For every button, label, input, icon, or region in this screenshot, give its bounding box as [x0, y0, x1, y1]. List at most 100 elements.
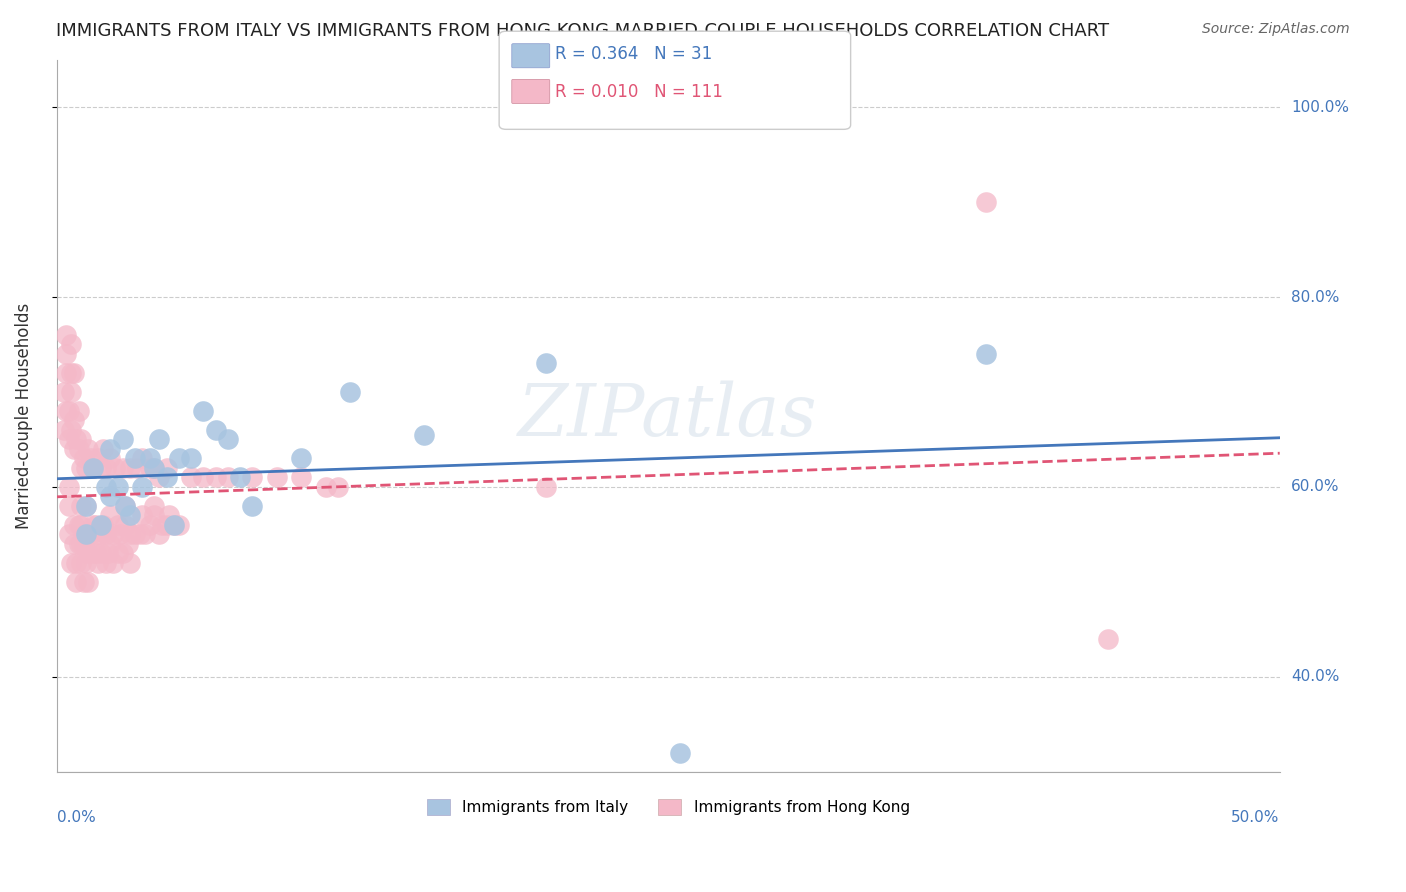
Point: [156, 470, 179, 484]
Point: [266, 470, 288, 484]
Point: [65, 556, 87, 570]
Point: [138, 517, 160, 532]
Point: [72, 451, 94, 466]
Point: [118, 508, 141, 523]
Point: [117, 537, 139, 551]
Point: [94, 556, 117, 570]
Point: [55, 404, 77, 418]
Point: [111, 461, 134, 475]
Point: [60, 556, 83, 570]
Text: 80.0%: 80.0%: [1291, 290, 1339, 304]
Point: [72, 537, 94, 551]
Point: [87, 556, 110, 570]
Point: [180, 451, 202, 466]
Point: [60, 384, 83, 399]
Point: [111, 433, 134, 447]
Point: [90, 461, 112, 475]
Point: [97, 546, 120, 560]
Point: [77, 546, 100, 560]
Point: [94, 480, 117, 494]
Point: [58, 527, 80, 541]
Point: [75, 556, 97, 570]
Point: [114, 499, 136, 513]
Point: [91, 517, 114, 532]
Text: 60.0%: 60.0%: [1291, 479, 1340, 494]
Point: [204, 423, 226, 437]
Point: [107, 517, 129, 532]
Point: [143, 461, 166, 475]
Point: [412, 427, 434, 442]
Point: [180, 470, 202, 484]
Point: [326, 480, 349, 494]
Point: [111, 546, 134, 560]
Point: [94, 527, 117, 541]
Point: [974, 195, 997, 210]
Text: R = 0.364   N = 31: R = 0.364 N = 31: [555, 45, 713, 62]
Point: [67, 404, 90, 418]
Point: [62, 366, 84, 380]
Point: [290, 470, 312, 484]
Point: [229, 470, 252, 484]
Point: [315, 480, 337, 494]
Point: [107, 546, 129, 560]
Point: [80, 451, 103, 466]
Point: [156, 461, 179, 475]
Point: [131, 508, 153, 523]
Point: [58, 480, 80, 494]
Point: [669, 746, 692, 760]
Point: [82, 461, 104, 475]
Point: [157, 508, 180, 523]
Point: [114, 517, 136, 532]
Point: [55, 328, 77, 343]
Legend: Immigrants from Italy, Immigrants from Hong Kong: Immigrants from Italy, Immigrants from H…: [420, 793, 915, 822]
Point: [90, 527, 112, 541]
Point: [77, 574, 100, 589]
Text: ZIPatlas: ZIPatlas: [519, 381, 818, 451]
Text: R = 0.010   N = 111: R = 0.010 N = 111: [555, 83, 723, 101]
Point: [143, 499, 166, 513]
Point: [62, 517, 84, 532]
Point: [77, 442, 100, 456]
Y-axis label: Married-couple Households: Married-couple Households: [15, 302, 32, 529]
Point: [55, 347, 77, 361]
Point: [84, 546, 107, 560]
Point: [107, 480, 129, 494]
Point: [138, 461, 160, 475]
Point: [87, 451, 110, 466]
Point: [65, 574, 87, 589]
Point: [67, 517, 90, 532]
Point: [67, 442, 90, 456]
Point: [70, 499, 93, 513]
Point: [70, 537, 93, 551]
Text: 50.0%: 50.0%: [1232, 810, 1279, 825]
Text: 40.0%: 40.0%: [1291, 669, 1339, 684]
Point: [204, 470, 226, 484]
Point: [127, 461, 149, 475]
Point: [148, 470, 170, 484]
Point: [128, 527, 150, 541]
Point: [101, 527, 124, 541]
Point: [156, 517, 179, 532]
Point: [58, 404, 80, 418]
Point: [60, 337, 83, 351]
Point: [70, 556, 93, 570]
Point: [118, 461, 141, 475]
Point: [240, 470, 263, 484]
Point: [138, 451, 160, 466]
Text: 0.0%: 0.0%: [56, 810, 96, 825]
Point: [91, 442, 114, 456]
Point: [75, 499, 97, 513]
Point: [58, 433, 80, 447]
Point: [131, 451, 153, 466]
Point: [217, 470, 239, 484]
Point: [163, 517, 186, 532]
Point: [70, 517, 93, 532]
Point: [148, 433, 170, 447]
Point: [124, 451, 146, 466]
Point: [62, 413, 84, 427]
Point: [65, 433, 87, 447]
Point: [90, 517, 112, 532]
Point: [55, 366, 77, 380]
Point: [148, 527, 170, 541]
Point: [75, 527, 97, 541]
